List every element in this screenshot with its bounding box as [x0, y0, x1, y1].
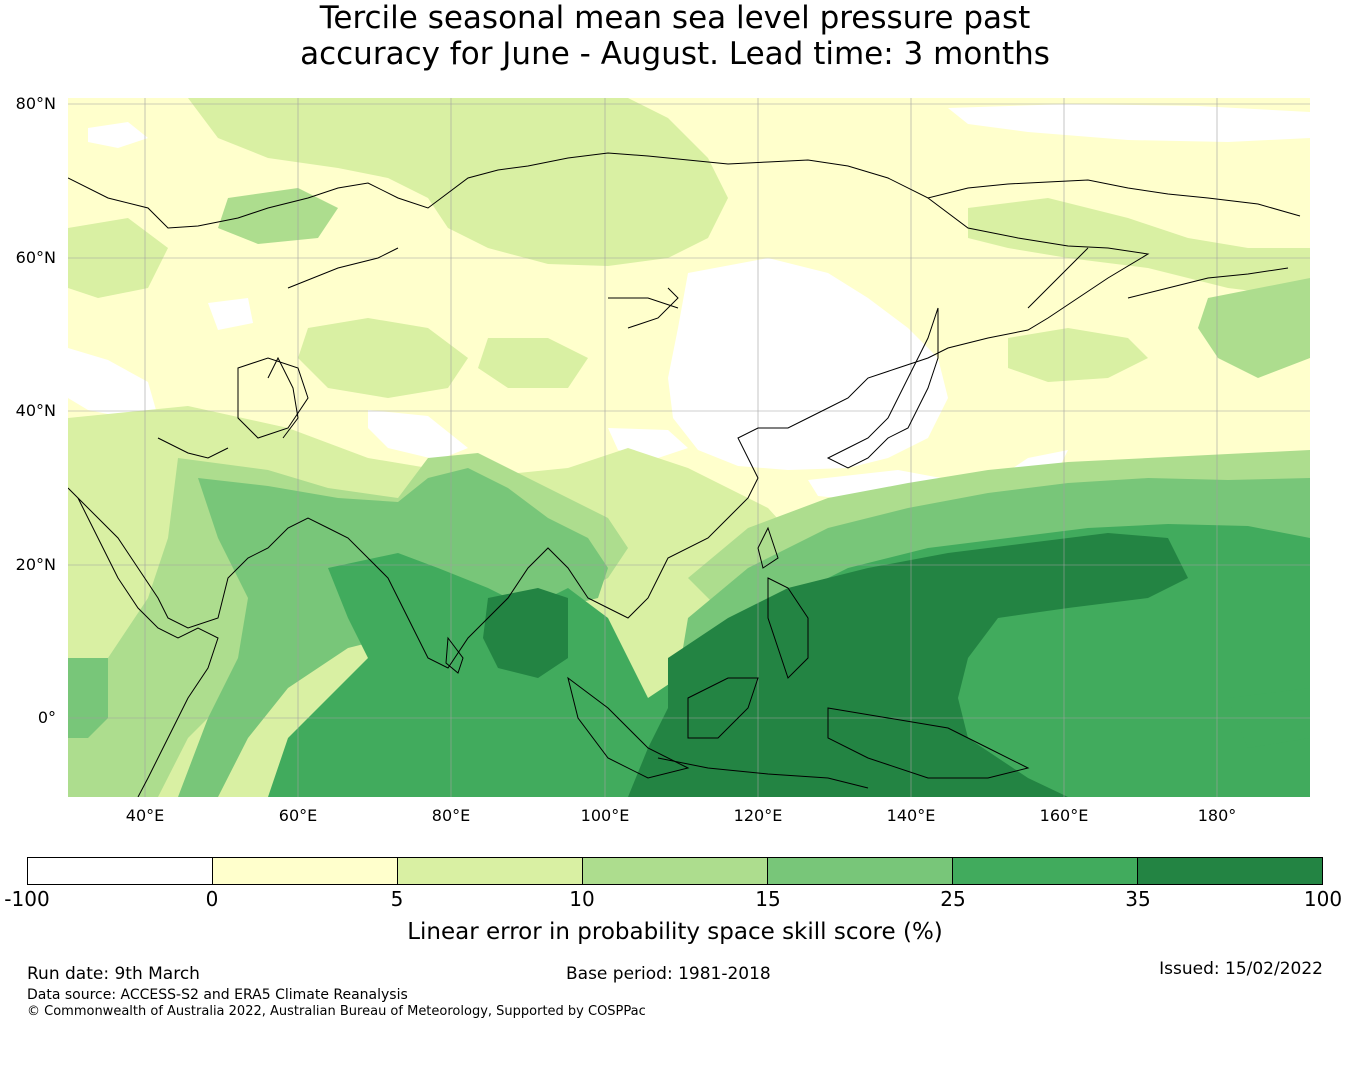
lon-label-180: 180° [1197, 806, 1237, 825]
colorbar-bin-10-15 [583, 858, 768, 884]
lat-label-40n: 40°N [15, 401, 56, 420]
skill-map-svg [68, 98, 1310, 797]
colorbar-tick-0: 0 [205, 887, 219, 911]
colorbar-bin-35-100 [1138, 858, 1322, 884]
lon-label-160e: 160°E [1039, 806, 1089, 825]
colorbar-tick-15: 15 [755, 887, 781, 911]
lat-label-80n: 80°N [15, 94, 56, 113]
colorbar-bin-15-25 [768, 858, 953, 884]
colorbar-tick-35: 35 [1125, 887, 1151, 911]
lon-label-100e: 100°E [580, 806, 630, 825]
colorbar-tick-neg100: -100 [4, 887, 50, 911]
lat-label-20n: 20°N [15, 555, 56, 574]
coastlines [68, 152, 1301, 797]
title-line-2: accuracy for June - August. Lead time: 3… [300, 36, 1050, 72]
data-source: Data source: ACCESS-S2 and ERA5 Climate … [27, 987, 408, 1003]
issued-date: Issued: 15/02/2022 [1159, 959, 1323, 979]
colorbar-bin-0-5 [213, 858, 398, 884]
skill-map [68, 98, 1310, 797]
figure-title: Tercile seasonal mean sea level pressure… [0, 0, 1350, 72]
lat-label-equator: 0° [37, 708, 56, 727]
lon-label-40e: 40°E [125, 806, 165, 825]
copyright-notice: © Commonwealth of Australia 2022, Austra… [27, 1004, 646, 1019]
colorbar-tick-5: 5 [390, 887, 404, 911]
lat-label-60n: 60°N [15, 248, 56, 267]
colorbar-tick-10: 10 [569, 887, 595, 911]
colorbar-label: Linear error in probability space skill … [407, 919, 943, 945]
colorbar-bin-neg100-0 [28, 858, 213, 884]
colorbar-tick-25: 25 [940, 887, 966, 911]
lon-label-140e: 140°E [886, 806, 936, 825]
map-gridlines [68, 98, 1310, 797]
lon-label-80e: 80°E [431, 806, 471, 825]
colorbar-tick-100: 100 [1303, 887, 1343, 911]
run-date: Run date: 9th March [27, 964, 200, 984]
lon-label-120e: 120°E [733, 806, 783, 825]
colorbar-bin-5-10 [398, 858, 583, 884]
lon-label-60e: 60°E [278, 806, 318, 825]
colorbar [27, 857, 1323, 885]
base-period: Base period: 1981-2018 [566, 964, 771, 984]
colorbar-bin-25-35 [953, 858, 1138, 884]
title-line-1: Tercile seasonal mean sea level pressure… [319, 0, 1031, 36]
